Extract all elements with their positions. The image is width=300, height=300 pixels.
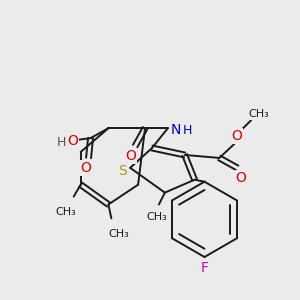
Text: CH₃: CH₃ <box>56 207 76 218</box>
Text: O: O <box>232 129 243 143</box>
Text: H: H <box>183 124 192 137</box>
Text: O: O <box>126 149 136 163</box>
Text: O: O <box>67 134 78 148</box>
Text: O: O <box>236 171 247 185</box>
Text: CH₃: CH₃ <box>147 212 167 222</box>
Text: CH₃: CH₃ <box>249 109 269 119</box>
Text: S: S <box>118 164 127 178</box>
Text: H: H <box>56 136 66 148</box>
Text: N: N <box>171 123 181 137</box>
Text: O: O <box>80 161 91 175</box>
Text: F: F <box>200 261 208 275</box>
Text: CH₃: CH₃ <box>108 229 129 239</box>
